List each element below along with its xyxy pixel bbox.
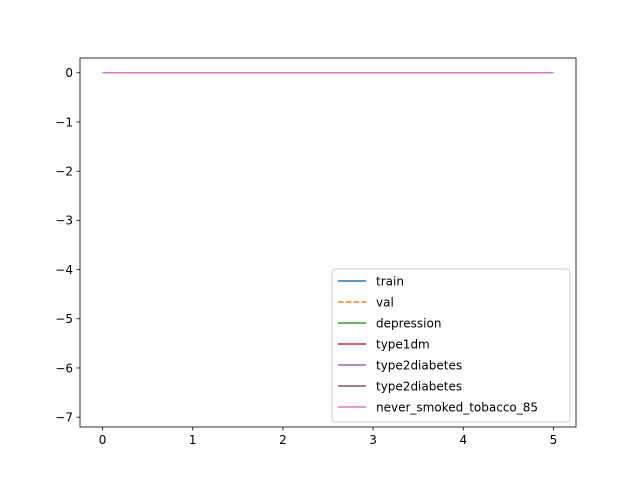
y-tick-label: −4 (55, 263, 73, 277)
y-axis: 0 −1 −2 −3 −4 −5 −6 −7 (55, 66, 80, 424)
legend-label-6: never_smoked_tobacco_85 (376, 400, 538, 414)
y-tick-label: −1 (55, 115, 73, 129)
y-tick-label: −2 (55, 164, 73, 178)
legend-label-5: type2diabetes (376, 379, 462, 393)
y-tick-label: −6 (55, 361, 73, 375)
legend-label-3: type1dm (376, 337, 430, 351)
y-tick-label: 0 (65, 66, 73, 80)
y-tick-label: −3 (55, 214, 73, 228)
axes-frame (79, 57, 577, 428)
legend-label-2: depression (376, 316, 441, 330)
x-tick-label: 3 (369, 433, 377, 447)
x-tick-label: 0 (99, 433, 107, 447)
plot-area (79, 57, 577, 428)
legend: train val depression type1dm type2diabetes ty… (331, 268, 571, 423)
x-tick-label: 2 (279, 433, 287, 447)
x-axis: 0 1 2 3 4 5 (99, 427, 558, 447)
x-tick-label: 5 (550, 433, 558, 447)
legend-label-0: train (376, 274, 404, 288)
x-tick-label: 1 (189, 433, 197, 447)
legend-label-1: val (376, 295, 394, 309)
x-tick-label: 4 (459, 433, 467, 447)
y-tick-label: −7 (55, 410, 73, 424)
y-tick-label: −5 (55, 312, 73, 326)
legend-box (331, 268, 571, 423)
legend-label-4: type2diabetes (376, 358, 462, 372)
